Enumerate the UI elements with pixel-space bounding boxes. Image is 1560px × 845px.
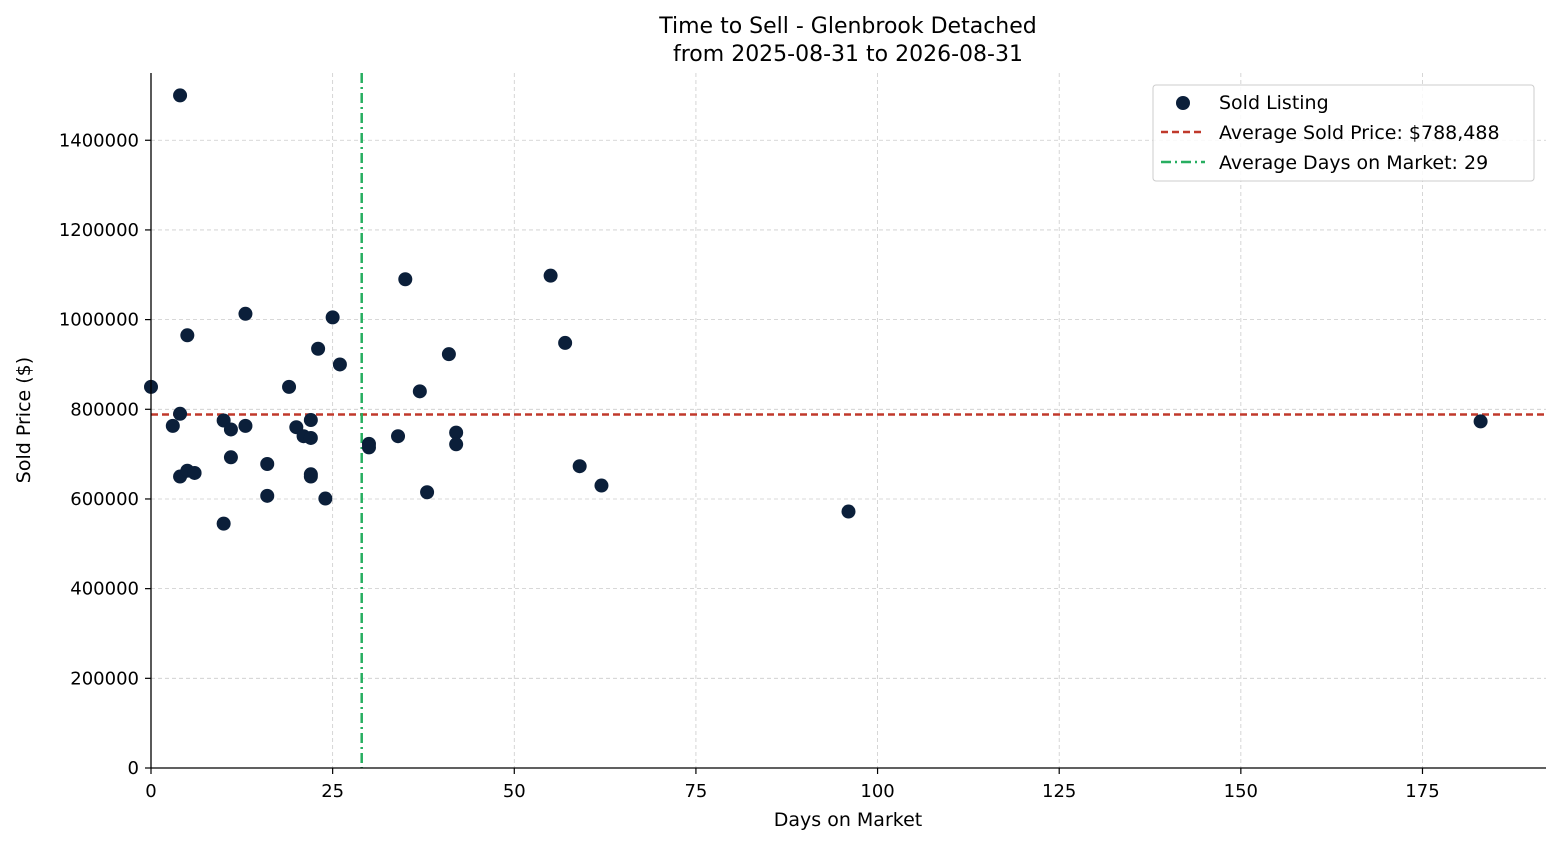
data-point [216,516,231,531]
reference-lines [151,73,1546,768]
axes [150,73,1546,769]
y-tick-label: 1000000 [59,310,139,331]
data-point [223,422,238,437]
x-tick-label: 50 [503,781,526,802]
y-tick-label: 600000 [70,489,139,510]
data-point [173,406,188,421]
data-point [173,88,188,103]
x-tick-label: 25 [321,781,344,802]
data-point [841,504,856,519]
data-point [223,450,238,465]
data-point [449,437,464,452]
data-point [441,347,456,362]
x-tick-label: 0 [145,781,156,802]
chart-title: Time to Sell - Glenbrook Detached [658,14,1037,39]
x-axis-label: Days on Market [774,809,922,831]
legend-label-avg-price: Average Sold Price: $788,488 [1219,122,1500,144]
x-tick-label: 125 [1042,781,1076,802]
data-point [238,306,253,321]
legend-label-avg-days: Average Days on Market: 29 [1219,152,1488,174]
data-point [420,485,435,500]
data-point [180,328,195,343]
x-tick-label: 175 [1405,781,1439,802]
data-point [311,341,326,356]
x-ticks: 0 25 50 75 100 125 150 175 [145,768,1440,802]
legend-box [1152,84,1535,182]
data-point [594,478,609,493]
data-point [558,335,573,350]
data-point [282,379,297,394]
y-axis-label: Sold Price ($) [13,357,35,483]
data-point [449,425,464,440]
data-point [165,418,180,433]
data-point [318,491,333,506]
x-tick-label: 150 [1224,781,1258,802]
y-tick-label: 0 [128,758,139,779]
data-point [187,465,202,480]
data-point [1473,414,1488,429]
data-point [238,418,253,433]
legend-marker-sold-listing [1176,96,1190,110]
data-point [260,456,275,471]
legend-label-sold-listing: Sold Listing [1219,92,1329,114]
legend: Sold Listing Average Sold Price: $788,48… [1152,84,1535,182]
y-tick-label: 1400000 [59,130,139,151]
data-point [543,268,558,283]
data-point [361,440,376,455]
x-tick-label: 75 [684,781,707,802]
y-tick-label: 1200000 [59,220,139,241]
y-ticks: 0 200000 400000 600000 800000 1000000 1200000 1… [59,130,151,779]
data-point [398,272,413,287]
chart-subtitle: from 2025-08-31 to 2026-08-31 [673,42,1023,67]
data-point [303,413,318,428]
y-tick-label: 400000 [70,579,139,600]
data-point [303,469,318,484]
data-point [412,384,427,399]
data-point [260,488,275,503]
data-point [391,429,406,444]
y-tick-label: 200000 [70,668,139,689]
data-point [325,310,340,325]
data-point [303,430,318,445]
data-point [572,459,587,474]
x-tick-label: 100 [860,781,894,802]
data-points [144,88,1488,531]
data-point [332,357,347,372]
y-tick-label: 800000 [70,399,139,420]
